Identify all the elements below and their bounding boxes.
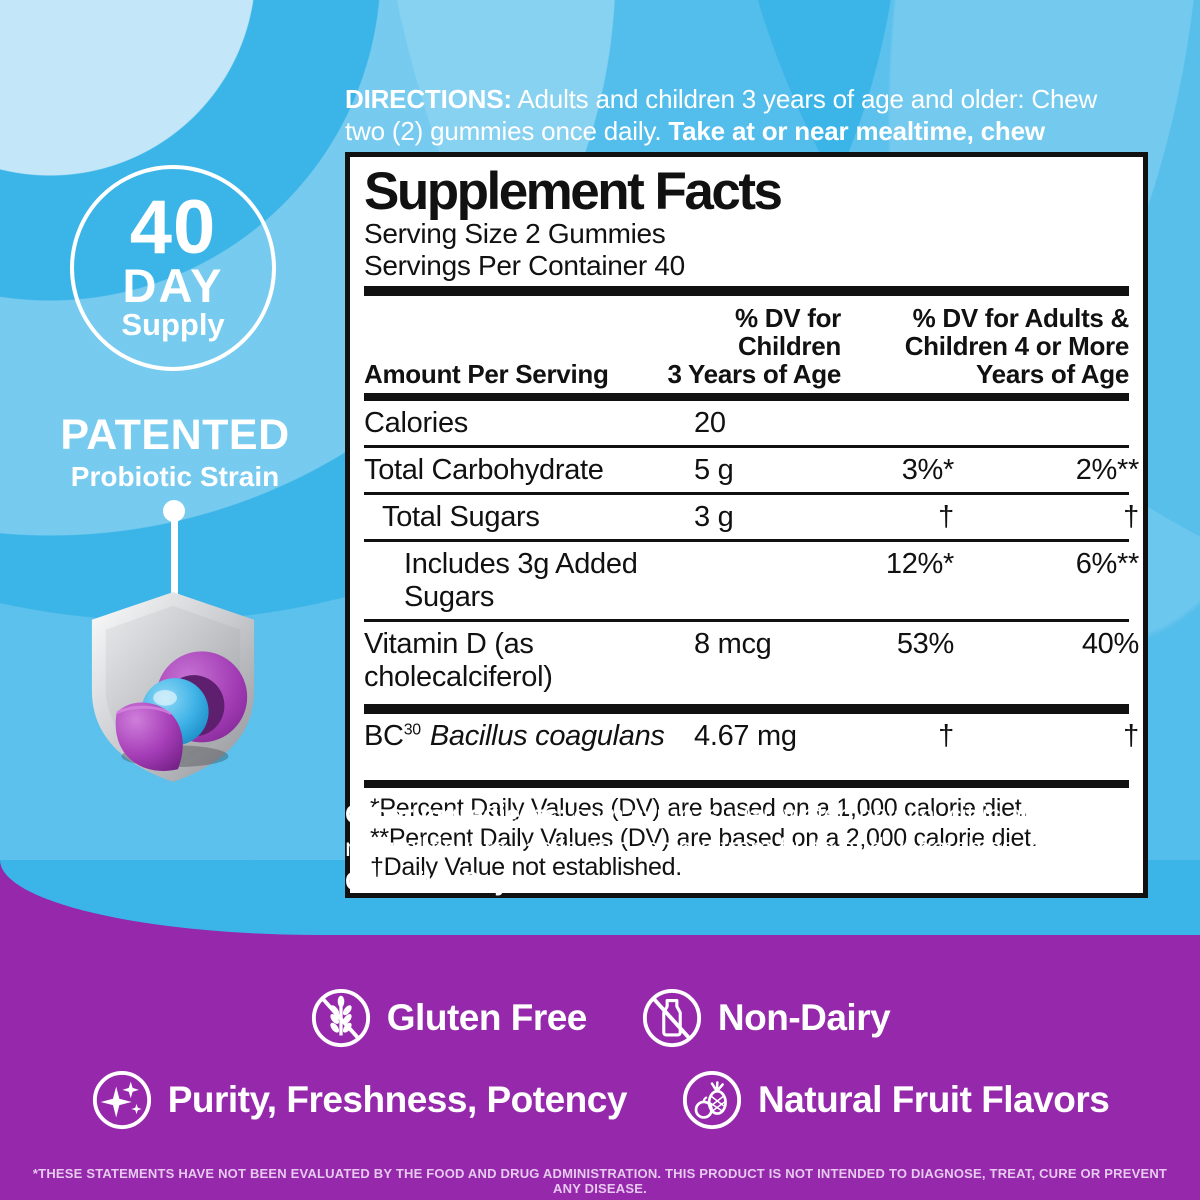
row-amount: 5 g bbox=[694, 454, 734, 487]
row-dv-children bbox=[834, 407, 954, 440]
row-name: BC30 Bacillus coagulans bbox=[364, 720, 694, 753]
col-dv-children: % DV for Children 3 Years of Age bbox=[667, 303, 841, 390]
divider-bar bbox=[364, 393, 1129, 402]
patented-badge: PATENTED Probiotic Strain bbox=[25, 414, 325, 493]
other-ingredients-text: Other Ingredients: corn syrup, sugar, wa… bbox=[345, 798, 1137, 863]
non-dairy-milk-bottle-slash-icon bbox=[642, 988, 701, 1048]
badge-label: Gluten Free bbox=[386, 997, 588, 1038]
pointer-line bbox=[171, 518, 178, 600]
non-dairy-badge: Non-Dairy bbox=[641, 987, 891, 1049]
supply-label: Supply bbox=[121, 306, 225, 342]
badge-row-1: Gluten Free Non-Dairy bbox=[0, 986, 1200, 1050]
bc-species: Bacillus coagulans bbox=[429, 720, 665, 753]
row-dv-children: 12%* bbox=[885, 548, 954, 581]
divider-bar bbox=[364, 704, 1129, 715]
purity-badge: Purity, Freshness, Potency bbox=[91, 1069, 627, 1131]
supply-badge: 40 DAY Supply bbox=[70, 165, 276, 371]
divider-bar bbox=[364, 286, 1129, 297]
directions-label: DIRECTIONS: bbox=[345, 84, 512, 114]
row-amount: 4.67 mg bbox=[694, 720, 797, 753]
row-dv-adults: † bbox=[1123, 501, 1139, 534]
footnote-3: †Daily Value not established. bbox=[370, 853, 682, 882]
patented-title: PATENTED bbox=[60, 411, 290, 459]
row-name: Total Sugars bbox=[382, 501, 540, 534]
row-name: Calories bbox=[364, 407, 468, 440]
row-amount bbox=[694, 548, 834, 614]
row-name: Total Carbohydrate bbox=[364, 454, 604, 487]
row-amount: 3 g bbox=[694, 501, 734, 534]
fda-disclaimer: *THESE STATEMENTS HAVE NOT BEEN EVALUATE… bbox=[32, 1166, 1168, 1196]
row-amount: 8 mcg bbox=[694, 628, 772, 661]
table-row-total-sugars: Total Sugars 3 g † † bbox=[364, 492, 1139, 539]
col-amount-per-serving: Amount Per Serving bbox=[364, 359, 609, 390]
gluten-free-badge: Gluten Free bbox=[310, 987, 587, 1049]
bc-prefix: BC bbox=[364, 720, 404, 753]
fruit-pineapple-apple-icon bbox=[682, 1070, 742, 1130]
footnotes: *Percent Daily Values (DV) are based on … bbox=[364, 794, 1129, 883]
row-dv-adults: 6%** bbox=[1075, 548, 1140, 581]
divider-bar bbox=[364, 780, 1129, 789]
natural-fruit-badge: Natural Fruit Flavors bbox=[681, 1069, 1110, 1131]
contains-soy: Contains Soy. bbox=[345, 866, 514, 896]
gluten-free-wheat-slash-icon bbox=[311, 988, 370, 1048]
table-header: Amount Per Serving % DV for Children 3 Y… bbox=[364, 304, 1129, 393]
table-row-bc30: BC30 Bacillus coagulans 4.67 mg † † bbox=[364, 714, 1139, 758]
supplement-facts-title: Supplement Facts bbox=[364, 162, 783, 221]
serving-size: Serving Size 2 Gummies bbox=[364, 218, 666, 249]
row-name: Vitamin D (as cholecalciferol) bbox=[364, 628, 553, 694]
row-dv-adults: † bbox=[1123, 720, 1139, 753]
supply-unit: DAY bbox=[122, 258, 224, 312]
servings-per-container: Servings Per Container 40 bbox=[364, 249, 685, 281]
spacer bbox=[364, 758, 1129, 780]
bc-superscript: 30 bbox=[403, 721, 421, 739]
row-dv-adults: 40% bbox=[1081, 628, 1139, 661]
shield-gummy-icon bbox=[84, 588, 262, 786]
footnote-2: **Percent Daily Values (DV) are based on… bbox=[370, 823, 1038, 852]
table-row-added-sugars: Includes 3g Added Sugars 12%* 6%** bbox=[364, 539, 1139, 619]
patented-subtitle: Probiotic Strain bbox=[70, 461, 280, 492]
directions-sentence: Adults and children 3 years of age and o… bbox=[345, 84, 1098, 146]
table-row-total-carbohydrate: Total Carbohydrate 5 g 3%* 2%** bbox=[364, 445, 1139, 492]
supplement-facts-panel: Supplement Facts Serving Size 2 Gummies … bbox=[345, 152, 1148, 898]
table-row-vitamin-d: Vitamin D (as cholecalciferol) 8 mcg 53%… bbox=[364, 619, 1139, 699]
other-ingredients-label: Other Ingredients: bbox=[345, 799, 567, 829]
row-dv-children: † bbox=[938, 501, 954, 534]
badge-label: Purity, Freshness, Potency bbox=[167, 1079, 628, 1120]
other-ingredients: Other Ingredients: corn syrup, sugar, wa… bbox=[345, 798, 1137, 898]
row-dv-children: 3%* bbox=[901, 454, 955, 487]
col-dv-adults: % DV for Adults & Children 4 or More Yea… bbox=[904, 303, 1130, 390]
badge-row-2: Purity, Freshness, Potency Natural Fruit… bbox=[0, 1068, 1200, 1132]
badge-label: Non-Dairy bbox=[717, 997, 891, 1038]
row-dv-adults bbox=[954, 407, 1139, 440]
badge-label: Natural Fruit Flavors bbox=[757, 1079, 1110, 1120]
pointer-dot bbox=[163, 500, 185, 522]
sparkles-icon bbox=[92, 1070, 151, 1130]
footnote-1: *Percent Daily Values (DV) are based on … bbox=[370, 794, 1028, 823]
row-dv-adults: 2%** bbox=[1075, 454, 1140, 487]
row-dv-children: 53% bbox=[896, 628, 954, 661]
row-name: Includes 3g Added Sugars bbox=[404, 548, 638, 614]
supply-number: 40 bbox=[129, 184, 217, 270]
row-amount: 20 bbox=[694, 407, 726, 440]
ingredients-list: corn syrup, sugar, water, gelatin, citri… bbox=[345, 799, 1097, 862]
table-row-calories: Calories 20 bbox=[364, 401, 1129, 445]
row-dv-children: † bbox=[938, 720, 954, 753]
